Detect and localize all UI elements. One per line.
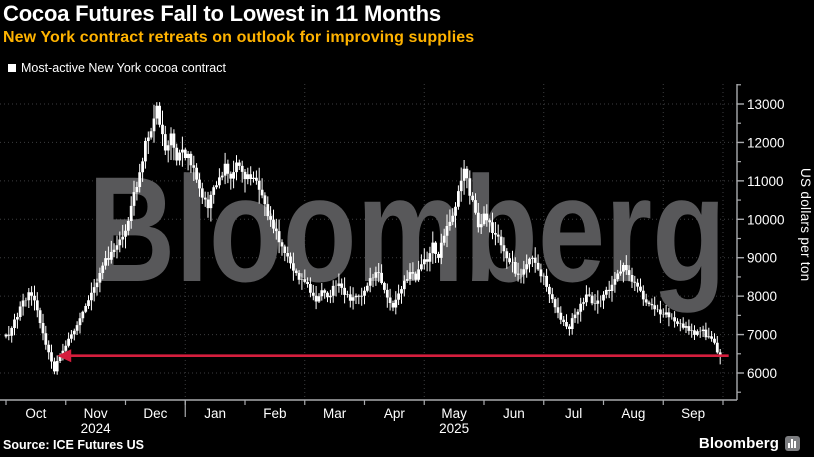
bloomberg-logo-icon	[785, 436, 800, 451]
x-month-label: Jan	[204, 406, 226, 421]
x-year-label: 2024	[81, 421, 112, 436]
legend-label: Most-active New York cocoa contract	[21, 61, 226, 75]
x-month-label: Oct	[25, 406, 46, 421]
bloomberg-wordmark: Bloomberg	[698, 435, 779, 452]
y-tick-label: 9000	[747, 251, 777, 266]
chart-title: Cocoa Futures Fall to Lowest in 11 Month…	[3, 1, 441, 26]
x-month-label: May	[441, 406, 467, 421]
x-month-label: Mar	[323, 406, 347, 421]
y-tick-label: 6000	[747, 366, 777, 381]
y-tick-label: 7000	[747, 328, 777, 343]
price-bar-bodies	[4, 105, 722, 372]
y-tick-label: 13000	[747, 97, 785, 112]
legend: Most-active New York cocoa contract	[8, 61, 226, 75]
y-tick-label: 10000	[747, 212, 785, 227]
x-month-label: Apr	[384, 406, 406, 421]
x-month-label: Jun	[503, 406, 525, 421]
annotation-arrowhead-icon	[57, 349, 72, 363]
y-tick-label: 8000	[747, 289, 777, 304]
legend-swatch-icon	[8, 64, 16, 72]
source-note: Source: ICE Futures US	[3, 438, 144, 452]
x-month-label: Jul	[565, 406, 582, 421]
chart-subtitle: New York contract retreats on outlook fo…	[3, 29, 475, 46]
bloomberg-brand: Bloomberg	[699, 435, 800, 452]
x-month-label: Sep	[681, 406, 705, 421]
x-month-label: Feb	[263, 406, 286, 421]
x-year-label: 2025	[439, 421, 469, 436]
bloomberg-watermark: Bloomberg	[88, 145, 726, 313]
x-month-label: Nov	[84, 406, 108, 421]
x-month-label: Aug	[621, 406, 645, 421]
x-month-label: Dec	[143, 406, 167, 421]
y-axis-title: US dollars per ton	[798, 168, 813, 282]
y-tick-label: 11000	[747, 174, 784, 189]
y-tick-label: 12000	[747, 135, 785, 150]
